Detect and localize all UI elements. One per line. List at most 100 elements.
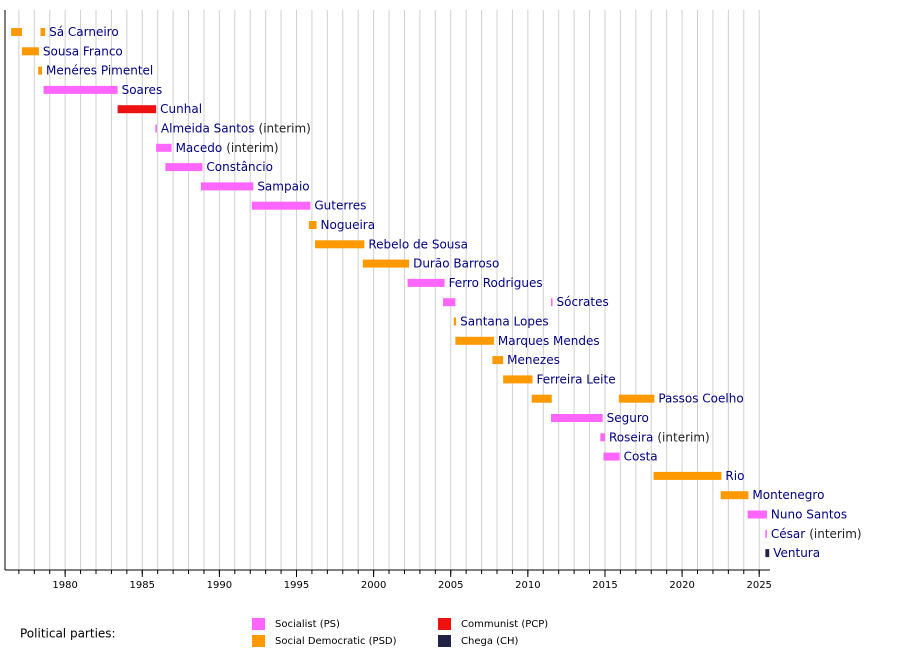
bar (603, 452, 620, 461)
leader-name: Durão Barroso (413, 256, 499, 270)
leader-name: Sá Carneiro (49, 25, 119, 39)
leader-name: Sócrates (557, 295, 609, 309)
leader-name: Nogueira (321, 218, 376, 232)
leader-label: Sampaio (257, 179, 309, 193)
leader-label: Rio (725, 468, 744, 482)
leader-name: César (771, 526, 805, 540)
bar (38, 66, 43, 75)
leader-name: Rebelo de Sousa (368, 237, 468, 251)
x-tick-label: 2025 (746, 580, 771, 591)
legend-swatch (252, 635, 265, 647)
bar (747, 510, 767, 519)
leader-name: Santana Lopes (460, 314, 548, 328)
leader-label: Soares (122, 82, 163, 96)
bar (443, 298, 456, 307)
leader-name: Seguro (607, 411, 649, 425)
leader-name: Ferreira Leite (536, 372, 615, 386)
bar (550, 414, 603, 422)
x-tick-label: 2005 (438, 580, 463, 591)
x-tick-label: 2020 (669, 580, 694, 591)
bar (455, 336, 494, 345)
x-tick-label: 1980 (52, 580, 77, 591)
legend-label: Social Democratic (PSD) (275, 636, 397, 647)
bar (453, 317, 457, 326)
leader-label: Menezes (507, 353, 560, 367)
legend-swatch (252, 618, 265, 630)
leader-name: Rio (725, 468, 744, 482)
bar (156, 143, 172, 152)
leader-name: Ferro Rodrigues (449, 275, 543, 289)
bar (11, 28, 22, 36)
x-tick-label: 2015 (592, 580, 617, 591)
leader-name: Roseira (609, 430, 653, 444)
bar (618, 394, 655, 403)
bar (550, 298, 553, 307)
leader-name: Guterres (314, 198, 366, 212)
leader-name: Sousa Franco (43, 44, 123, 58)
leader-label: Ferro Rodrigues (449, 275, 543, 289)
leader-label: Macedo (interim) (176, 140, 279, 154)
x-tick-label: 1990 (207, 580, 232, 591)
leader-name: Costa (624, 449, 658, 463)
leader-label: Santana Lopes (460, 314, 548, 328)
leader-label: Roseira (interim) (609, 430, 710, 444)
leader-name: Menezes (507, 353, 560, 367)
bar (492, 356, 504, 365)
leader-note: (interim) (226, 140, 278, 154)
bar (308, 221, 317, 229)
leader-label: Marques Mendes (498, 333, 600, 347)
leader-name: Passos Coelho (658, 391, 743, 405)
bar (155, 124, 157, 133)
leader-name: Constâncio (206, 160, 273, 174)
legend-swatch (438, 635, 451, 647)
bar (21, 47, 39, 56)
bar (407, 278, 445, 287)
x-tick-label: 1985 (130, 580, 155, 591)
bar (600, 433, 605, 442)
leader-name: Montenegro (752, 488, 824, 502)
leader-name: Soares (122, 82, 163, 96)
bar (43, 85, 118, 94)
leader-label: Sousa Franco (43, 44, 123, 58)
bar (720, 491, 749, 500)
leader-name: Macedo (176, 140, 223, 154)
leader-name: Menéres Pimentel (46, 63, 153, 77)
leader-label: Guterres (314, 198, 366, 212)
leader-name: Ventura (773, 546, 820, 560)
leader-label: Nogueira (321, 218, 376, 232)
x-tick-label: 2000 (361, 580, 386, 591)
leader-label: Durão Barroso (413, 256, 499, 270)
legend-label: Socialist (PS) (275, 619, 340, 630)
x-tick-label: 2010 (515, 580, 540, 591)
leader-name: Sampaio (257, 179, 309, 193)
leader-name: Marques Mendes (498, 333, 600, 347)
legend-label: Communist (PCP) (461, 619, 548, 630)
leader-label: Nuno Santos (771, 507, 847, 521)
leader-label: César (interim) (771, 526, 862, 540)
leader-label: Sócrates (557, 295, 609, 309)
bar (531, 394, 552, 403)
bar (165, 163, 203, 172)
leader-label: Almeida Santos (interim) (161, 121, 311, 135)
bar (40, 28, 46, 36)
x-tick-label: 1995 (284, 580, 309, 591)
leader-note: (interim) (259, 121, 311, 135)
leader-label: Sá Carneiro (49, 25, 119, 39)
leader-label: Menéres Pimentel (46, 63, 153, 77)
leader-label: Costa (624, 449, 658, 463)
leader-label: Passos Coelho (658, 391, 743, 405)
leader-name: Almeida Santos (161, 121, 255, 135)
legend-title: Political parties: (20, 627, 116, 641)
leader-label: Montenegro (752, 488, 824, 502)
leader-label: Ferreira Leite (536, 372, 615, 386)
leader-note: (interim) (657, 430, 709, 444)
bar (653, 471, 722, 480)
leader-note: (interim) (809, 526, 861, 540)
leader-label: Rebelo de Sousa (368, 237, 468, 251)
legend-swatch (438, 618, 451, 630)
bar (117, 105, 157, 114)
leader-name: Nuno Santos (771, 507, 847, 521)
bar (251, 201, 311, 210)
leader-label: Ventura (773, 546, 820, 560)
